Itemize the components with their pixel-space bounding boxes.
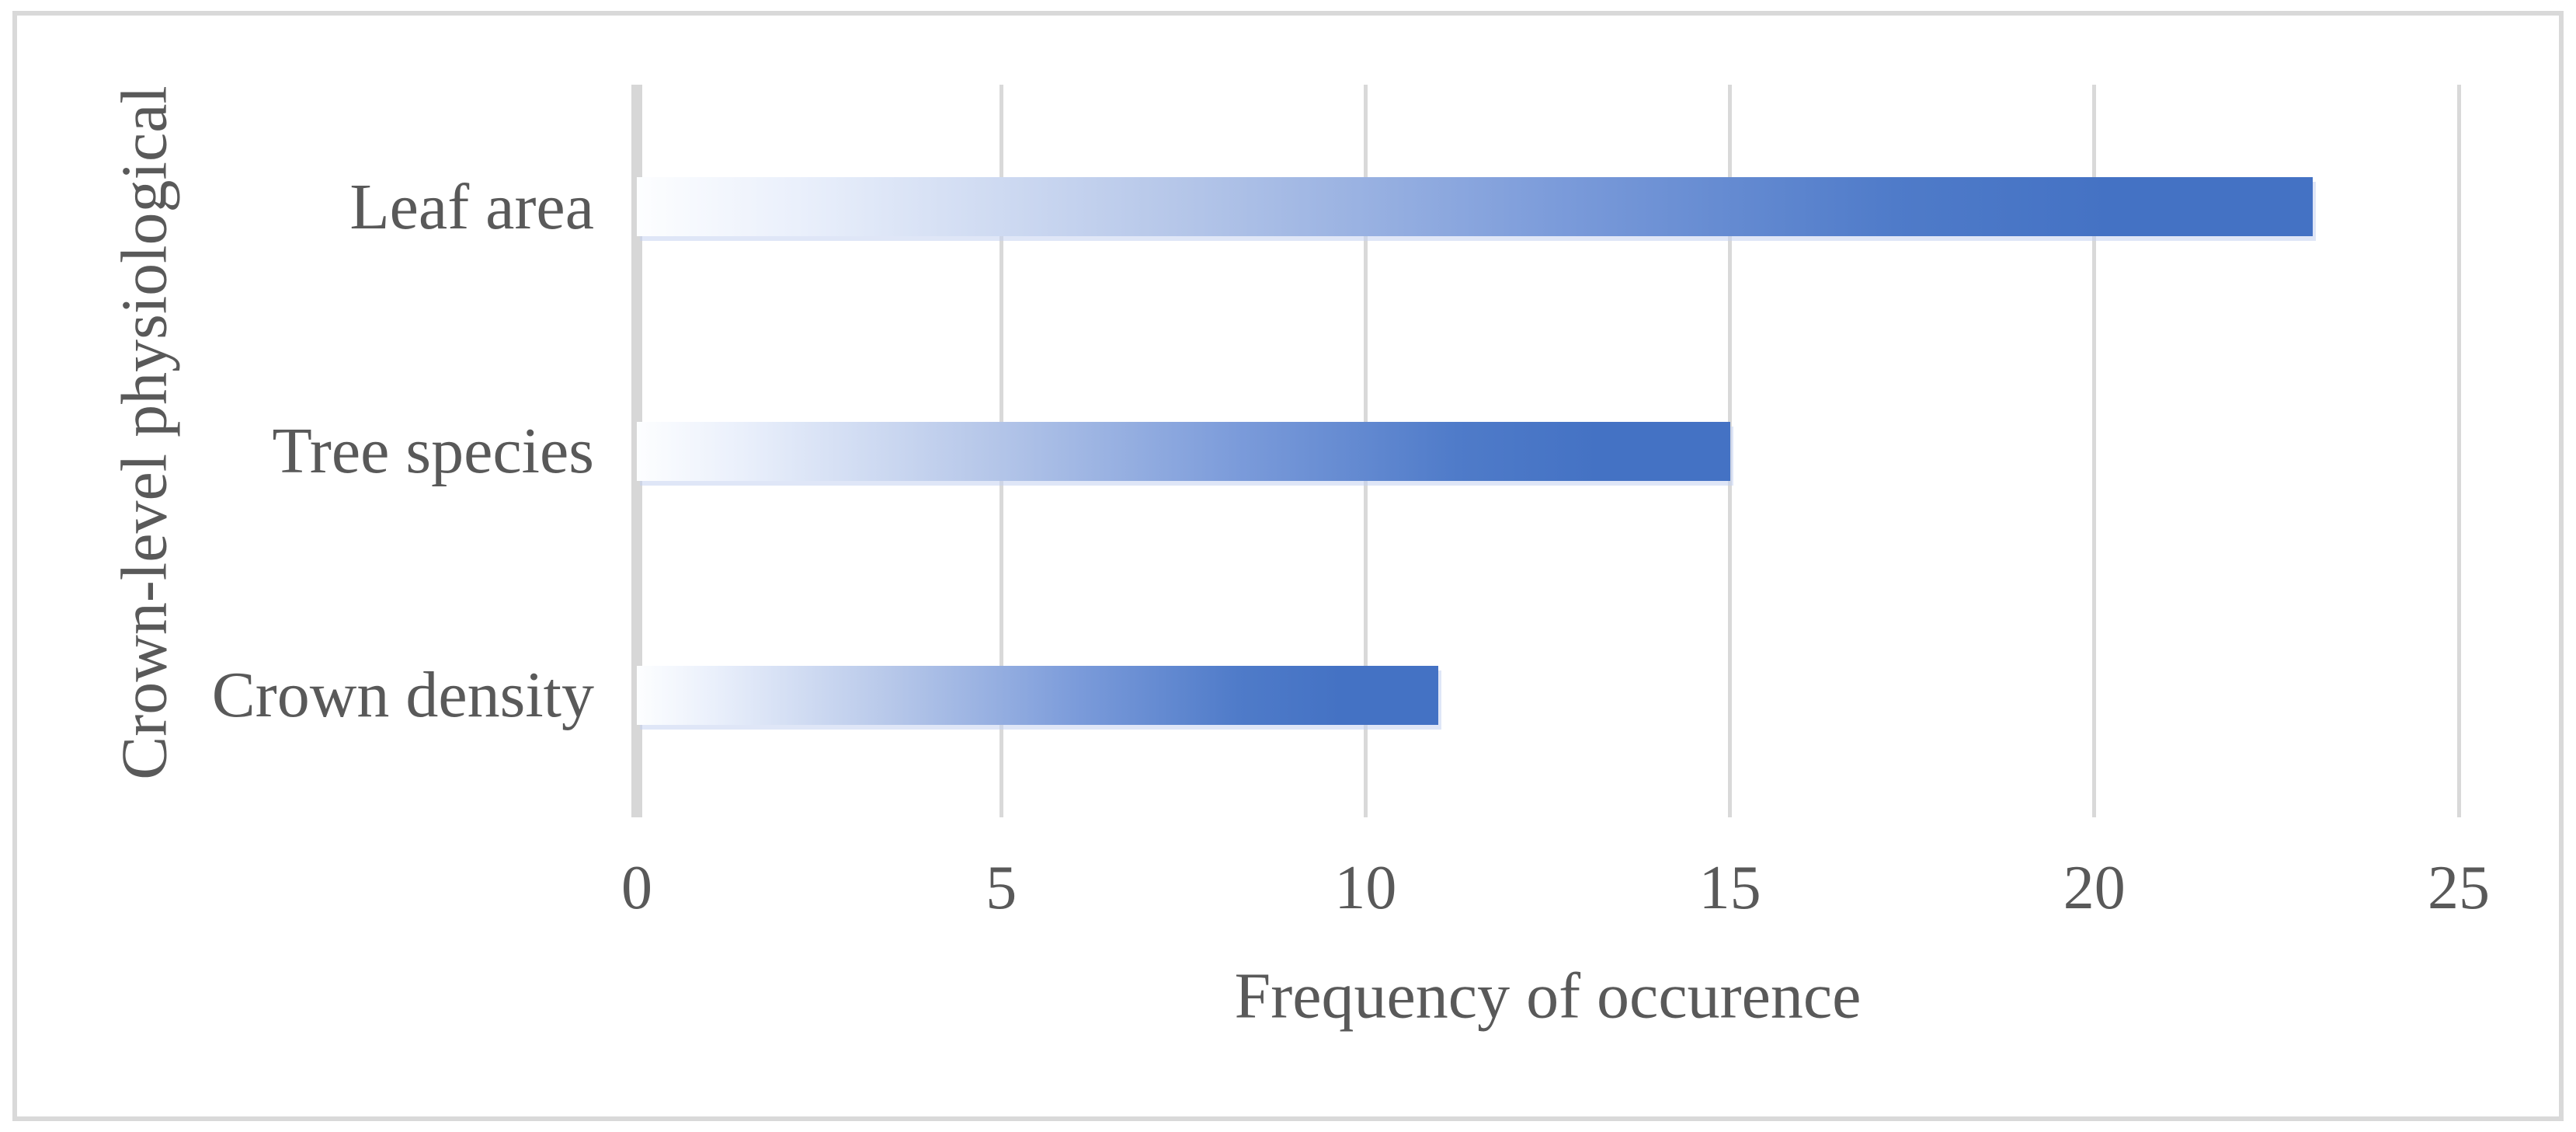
- category-label-tree-species: Tree species: [272, 414, 594, 487]
- category-label-leaf-area: Leaf area: [349, 170, 594, 243]
- tick-label-25: 25: [2428, 854, 2490, 922]
- gridline-15: [1728, 85, 1733, 817]
- y-axis-title: Crown-level physiological: [108, 85, 181, 780]
- tick-label-10: 10: [1334, 854, 1397, 922]
- category-label-crown-density: Crown density: [211, 659, 594, 732]
- bar-leaf-area: [637, 177, 2314, 237]
- x-axis-title: Frequency of occurence: [1234, 960, 1862, 1033]
- gridline-20: [2092, 85, 2097, 817]
- bar-tree-species: [637, 421, 1730, 481]
- bar-crown-density: [637, 665, 1439, 725]
- tick-label-20: 20: [2063, 854, 2126, 922]
- gridline-25: [2456, 85, 2461, 817]
- tick-label-15: 15: [1698, 854, 1761, 922]
- tick-label-0: 0: [621, 854, 652, 922]
- tick-label-5: 5: [986, 854, 1017, 922]
